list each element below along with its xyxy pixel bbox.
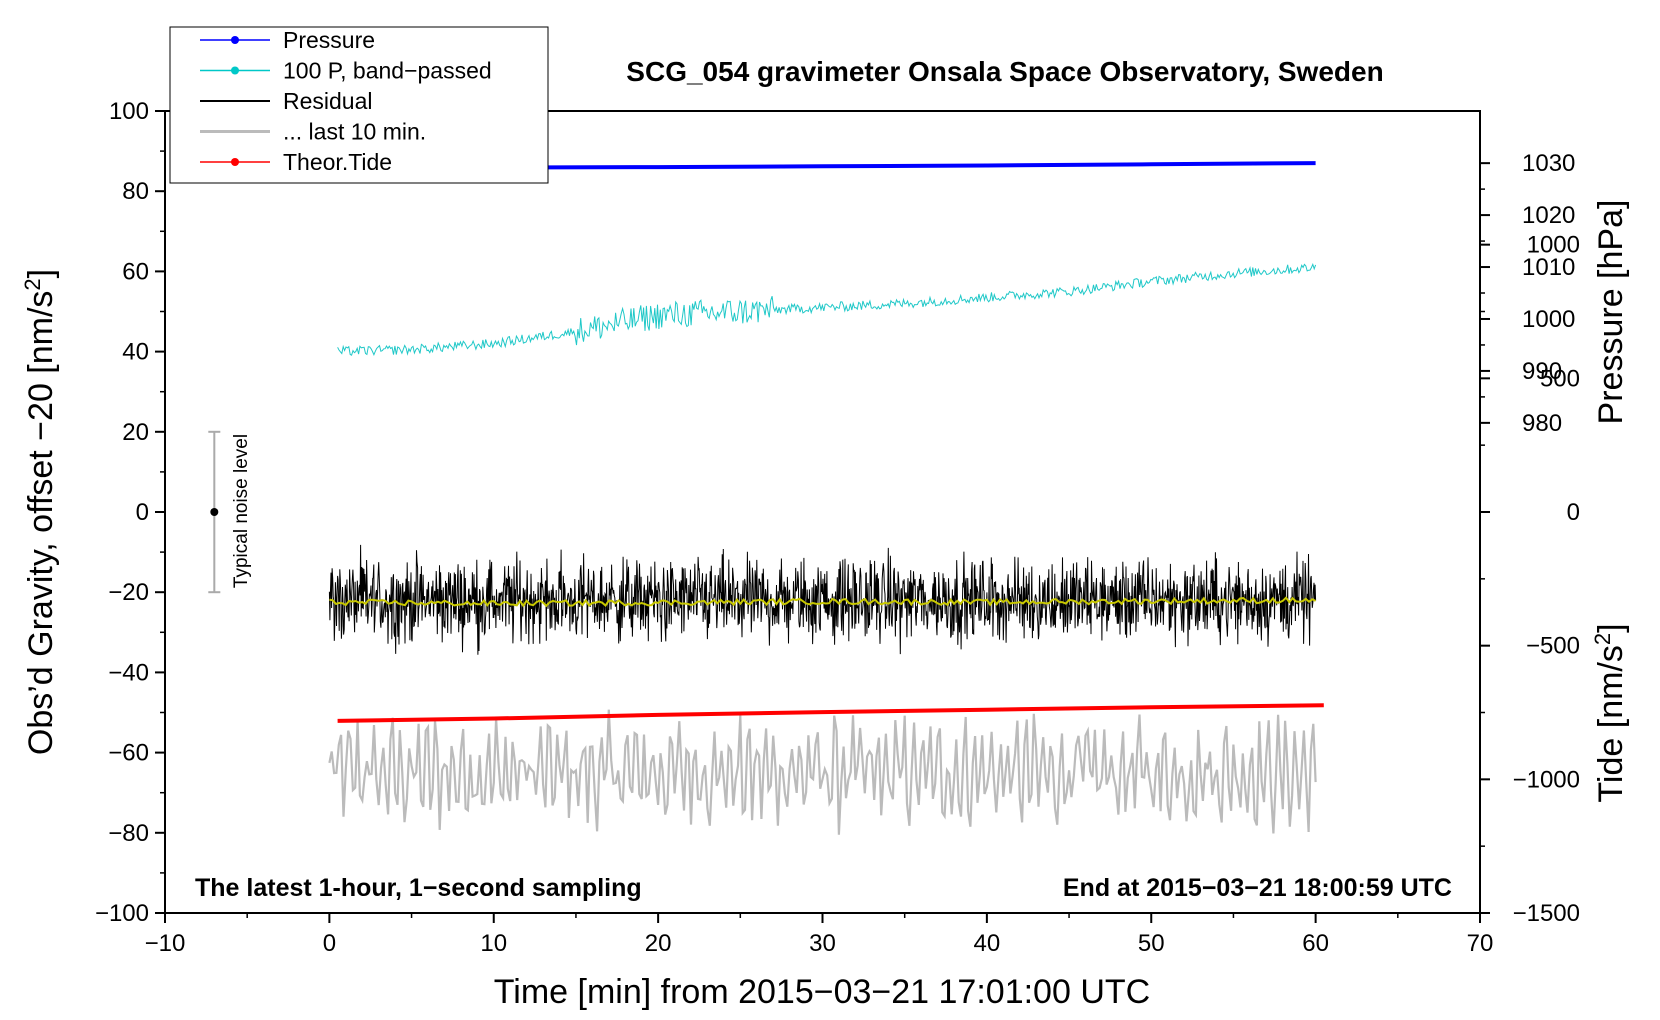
y-tick-label: 80 bbox=[122, 178, 149, 205]
legend: Pressure 100 P, band−passed Residual ... la… bbox=[169, 26, 549, 184]
x-tick-label: 50 bbox=[1138, 930, 1165, 957]
y-tick-label: −20 bbox=[108, 579, 149, 606]
x-tick-label: 0 bbox=[323, 930, 336, 957]
series-pressure-bandpassed bbox=[337, 262, 1317, 356]
y-axis-label-left: Obs’d Gravity, offset −20 [nm/s2] bbox=[20, 269, 61, 755]
legend-marker bbox=[231, 36, 239, 44]
noise-level-bar bbox=[208, 430, 221, 594]
noise-level-label: Typical noise level bbox=[231, 434, 252, 588]
legend-label: Residual bbox=[283, 88, 373, 114]
pressure-tick-label: 1010 bbox=[1522, 254, 1575, 281]
tide-tick-label: −1500 bbox=[1513, 900, 1580, 927]
note-end-time: End at 2015−03−21 18:00:59 UTC bbox=[1063, 874, 1452, 902]
series-residual-smoothed bbox=[329, 596, 1317, 608]
tide-tick-label: −1000 bbox=[1513, 766, 1580, 793]
y-tick-label: 20 bbox=[122, 419, 149, 446]
y-tick-label: 60 bbox=[122, 258, 149, 285]
y-tick-label: 40 bbox=[122, 339, 149, 366]
pressure-axis-ticks: 980 990 1000 1010 1020 1030 bbox=[1480, 150, 1575, 437]
y-tick-label: −80 bbox=[108, 820, 149, 847]
x-tick-label: 30 bbox=[809, 930, 836, 957]
noise-bar-center bbox=[210, 508, 219, 516]
y-tick-label: −100 bbox=[95, 900, 149, 927]
x-tick-label: 10 bbox=[480, 930, 507, 957]
legend-label: 100 P, band−passed bbox=[283, 58, 492, 84]
legend-label: Theor.Tide bbox=[283, 149, 392, 175]
x-tick-label: 70 bbox=[1467, 930, 1494, 957]
pressure-tick-label: 1030 bbox=[1522, 150, 1575, 177]
legend-label: Pressure bbox=[283, 27, 375, 53]
tide-tick-label: −500 bbox=[1526, 633, 1580, 660]
note-sampling: The latest 1-hour, 1−second sampling bbox=[195, 874, 642, 902]
pressure-tick-label: 980 bbox=[1522, 410, 1562, 437]
tide-axis-ticks: −1500 −1000 −500 0 500 1000 bbox=[1480, 232, 1580, 927]
tide-tick-label: 500 bbox=[1540, 365, 1580, 392]
x-tick-label: −10 bbox=[145, 930, 186, 957]
y-tick-label: −60 bbox=[108, 740, 149, 767]
series-last-10-min bbox=[328, 709, 1317, 835]
chart-title: SCG_054 gravimeter Onsala Space Observat… bbox=[626, 56, 1383, 87]
legend-marker bbox=[231, 158, 239, 166]
x-tick-label: 60 bbox=[1302, 930, 1329, 957]
left-axis-ticks: −100 −80 −60 −40 −20 0 20 40 60 80 100 bbox=[95, 98, 165, 927]
y-axis-label-pressure: Pressure [hPa] bbox=[1592, 200, 1630, 425]
tide-tick-label: 1000 bbox=[1527, 232, 1580, 259]
y-tick-label: −40 bbox=[108, 659, 149, 686]
pressure-tick-label: 1020 bbox=[1522, 202, 1575, 229]
tide-tick-label: 0 bbox=[1567, 499, 1580, 526]
pressure-tick-label: 990 bbox=[1522, 358, 1562, 385]
y-axis-label-tide: Tide [nm/s2] bbox=[1590, 623, 1631, 802]
pressure-tick-label: 1000 bbox=[1522, 306, 1575, 333]
x-axis-ticks: −10 0 10 20 30 40 50 60 70 bbox=[145, 913, 1494, 957]
series-residual bbox=[328, 544, 1317, 655]
legend-marker bbox=[231, 66, 239, 75]
x-tick-label: 20 bbox=[645, 930, 672, 957]
y-tick-label: 100 bbox=[109, 98, 149, 125]
x-axis-label: Time [min] from 2015−03−21 17:01:00 UTC bbox=[494, 973, 1150, 1011]
series-layer bbox=[328, 161, 1324, 835]
y-tick-label: 0 bbox=[136, 499, 149, 526]
legend-label: ... last 10 min. bbox=[283, 119, 426, 145]
legend-box bbox=[169, 26, 549, 184]
x-tick-label: 40 bbox=[974, 930, 1001, 957]
series-theor-tide bbox=[337, 703, 1324, 723]
